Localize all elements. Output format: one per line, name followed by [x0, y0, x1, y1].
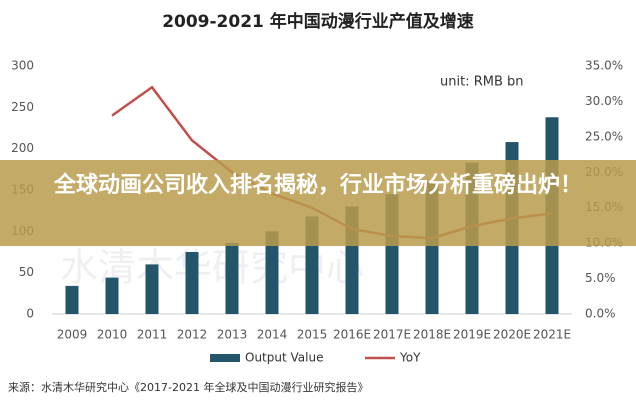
- y2-tick-label: 35.0%: [585, 59, 623, 73]
- y2-tick-label: 0.0%: [585, 307, 616, 321]
- y-tick-label: 0: [26, 307, 34, 321]
- y-tick-label: 300: [11, 59, 34, 73]
- chart-title: 2009-2021 年中国动漫行业产值及增速: [162, 11, 474, 32]
- y2-tick-label: 25.0%: [585, 129, 623, 143]
- x-tick-label: 2019E: [453, 328, 491, 342]
- x-tick-label: 2014: [257, 328, 288, 342]
- bar: [105, 277, 119, 314]
- y-tick-label: 50: [19, 265, 34, 279]
- bar: [185, 252, 199, 314]
- bar: [145, 264, 159, 314]
- x-tick-label: 2016E: [333, 328, 371, 342]
- source: 来源：水清木华研究中心《2017-2021 年全球及中国动漫行业研究报告》: [8, 380, 368, 394]
- x-tick-label: 2013: [217, 328, 248, 342]
- y2-tick-label: 5.0%: [585, 271, 616, 285]
- unit-annotation: unit: RMB bn: [440, 75, 524, 90]
- y-tick-label: 200: [11, 141, 34, 155]
- bar: [65, 285, 79, 314]
- x-tick-label: 2009: [57, 328, 88, 342]
- x-tick-label: 2020E: [493, 328, 531, 342]
- bar: [265, 231, 279, 314]
- legend-label: Output Value: [245, 351, 323, 365]
- y2-tick-label: 30.0%: [585, 94, 623, 108]
- legend-swatch: [210, 354, 240, 362]
- legend-label: YoY: [399, 351, 421, 365]
- banner[interactable]: 全球动画公司收入排名揭秘，行业市场分析重磅出炉！: [0, 160, 636, 246]
- bar: [225, 242, 239, 314]
- x-tick-label: 2010: [97, 328, 128, 342]
- x-tick-label: 2021E: [533, 328, 571, 342]
- x-tick-label: 2017E: [373, 328, 411, 342]
- x-tick-label: 2011: [137, 328, 168, 342]
- x-tick-label: 2018E: [413, 328, 451, 342]
- x-tick-label: 2012: [177, 328, 208, 342]
- x-tick-label: 2015: [297, 328, 328, 342]
- y-tick-label: 250: [11, 100, 34, 114]
